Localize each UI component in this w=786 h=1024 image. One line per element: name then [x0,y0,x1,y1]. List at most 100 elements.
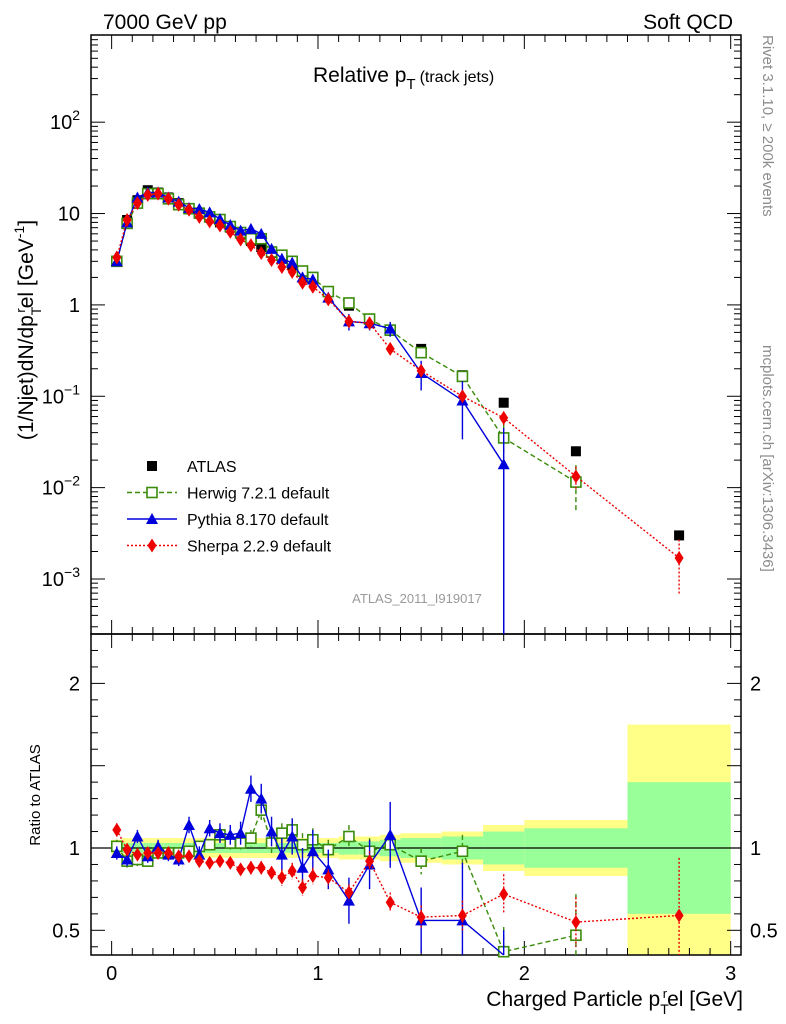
data-point-sherpa [205,214,215,229]
data-point-sherpa [225,224,235,239]
ratio-point-pythia [286,830,299,842]
y-label-main-sup: r [13,308,28,313]
ratio-point-sherpa [163,845,173,860]
plot-title-sub: T [406,76,415,93]
rivet-label: Rivet 3.1.10, ≥ 200k events [759,35,776,217]
ratio-point-herwig [276,827,288,839]
ratio-point-sherpa [194,854,204,869]
y-axis-label-ratio: Ratio to ATLAS [27,744,44,845]
y-main-tick-label: 1 [69,295,80,317]
y-label-main-sub: T [28,306,44,315]
data-point-sherpa [674,550,684,565]
data-point-sherpa [163,191,173,206]
ratio-point-pythia [244,782,257,794]
mcplots-label: mcplots.cern.ch [arXiv:1306.3436] [759,345,776,572]
data-point-atlas [674,530,685,541]
legend-label-pythia: Pythia 8.170 default [187,512,329,529]
main-data-layer [110,185,685,634]
series-line-pythia [116,191,505,465]
y-ratio-tick-label-right: 1 [750,838,761,860]
legend-marker-sherpa [147,538,157,553]
data-point-sherpa [323,292,333,307]
legend-marker-pythia [146,513,158,524]
data-point-sherpa [184,202,194,217]
series-line-sherpa [116,192,680,559]
ratio-point-herwig [343,830,355,843]
ratio-point-sherpa [457,908,467,923]
data-point-sherpa [344,314,354,329]
y-main-tick-label: 102 [50,107,80,134]
data-point-herwig [456,370,469,383]
ratio-point-pythia [255,792,268,804]
ratio-point-pythia [384,828,397,840]
y-main-tick-label: 10−2 [42,473,80,500]
y-ratio-tick-label-right: 0.5 [750,920,778,942]
ratio-point-sherpa [277,870,287,885]
legend: ATLAS Herwig 7.2.1 default Pythia 8.170 de… [127,459,332,556]
data-point-pythia [497,458,510,470]
legend-item-pythia: Pythia 8.170 default [127,512,329,529]
legend-marker-atlas [147,461,157,471]
data-point-pythia [384,322,397,334]
legend-label-atlas: ATLAS [187,459,237,476]
ratio-point-sherpa [153,845,163,860]
plot-title-suffix: (track jets) [420,69,495,86]
legend-item-atlas: ATLAS [147,459,237,476]
data-point-pythia [255,227,268,239]
ratio-point-sherpa [287,864,297,879]
y-label-main-end: ] [15,220,38,226]
data-point-sherpa [267,253,277,268]
ratio-plot-frame [90,633,742,956]
ratio-point-herwig [245,832,257,844]
series-pythia [110,186,510,634]
ratio-line-pythia [116,787,505,956]
ratio-point-sherpa [256,860,266,875]
data-point-pythia [203,206,216,218]
ratio-point-sherpa [674,908,684,923]
ratio-point-sherpa [308,868,318,883]
ratio-point-sherpa [112,822,122,837]
ratio-point-pythia [342,894,355,906]
ratio-point-sherpa [225,855,235,870]
data-point-sherpa [215,218,225,233]
ratio-point-sherpa [132,847,142,862]
ratio-point-pythia [203,822,216,834]
data-point-sherpa [153,186,163,201]
legend-label-herwig: Herwig 7.2.1 default [187,486,330,503]
x-label-tail: el [GeV] [667,988,743,1011]
ratio-point-herwig [456,845,469,858]
ratio-point-herwig [415,855,427,867]
data-point-herwig [343,297,355,309]
y-main-tick-label: 10 [58,204,80,226]
ratio-point-sherpa [267,865,277,880]
ratio-point-sherpa [143,845,153,860]
ratio-point-pythia [152,840,165,852]
ratio-series-herwig [110,800,582,958]
y-ratio-tick-label: 1 [69,838,80,860]
energy-label: 7000 GeV pp [103,11,227,34]
y-main-tick-label: 10−1 [42,381,80,408]
data-point-sherpa [308,279,318,294]
ratio-series-sherpa [112,822,684,955]
plot-title: Relative pT (track jets) [313,64,494,93]
ratio-point-pythia [306,845,319,857]
data-point-sherpa [132,196,142,211]
data-point-sherpa [365,316,375,331]
y-ratio-tick-label-right: 2 [750,673,761,695]
ratio-point-sherpa [184,849,194,864]
data-point-sherpa [112,250,122,265]
data-point-pythia [224,218,237,230]
ratio-point-pythia [322,863,335,875]
x-label-a: Charged Particle p [486,988,660,1011]
y-main-tick-label: 10−3 [42,564,80,591]
legend-marker-herwig [146,486,158,499]
ratio-point-sherpa [571,915,581,930]
series-sherpa [112,186,684,594]
ratio-point-sherpa [499,887,509,902]
ratio-point-pythia [193,848,206,860]
ratio-point-sherpa [215,854,225,869]
data-point-sherpa [416,363,426,378]
legend-item-herwig: Herwig 7.2.1 default [127,486,330,503]
series-herwig [110,187,582,513]
